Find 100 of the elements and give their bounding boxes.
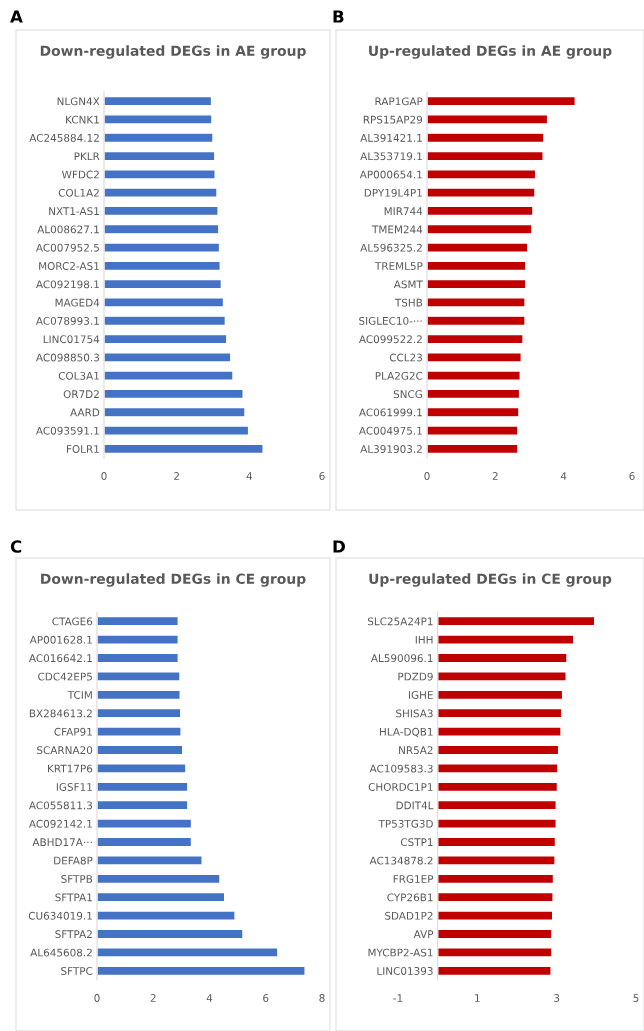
x-tick-label: 2 [150,994,156,1002]
y-tick-label: AC093591.1 [35,426,99,435]
y-tick-label: SFTPC [61,967,93,975]
bar [104,297,225,308]
y-tick-label: AC134878.2 [369,856,433,865]
y-tick-label: AL391903.2 [360,445,422,453]
bar [436,947,553,958]
x-tick-label: 5 [633,994,639,1002]
bar [427,278,527,290]
bar [97,634,179,645]
chart-title: Down-regulated DEGs in CE group [41,573,306,587]
y-tick-label: NR5A2 [399,746,433,755]
bar [427,315,526,327]
y-tick-label: TMEM244 [372,225,423,234]
y-tick-label: LINC01393 [377,967,433,975]
bar [97,818,193,829]
bar [97,671,181,682]
y-tick-label: DDIT4L [396,801,434,810]
bar [436,634,575,645]
bar [104,205,219,217]
bar [104,370,234,381]
bar [97,855,203,866]
bar [436,836,557,848]
bar [436,652,568,664]
bar [427,95,576,107]
y-tick-label: AC245884.12 [29,133,99,142]
bar [427,370,521,381]
bar [436,744,560,756]
bar [436,873,555,885]
y-tick-label: AC109583.3 [369,764,433,773]
y-tick-label: PKLR [74,152,100,161]
bar [97,707,182,719]
y-tick-label: AC092198.1 [35,280,99,289]
y-tick-label: OR7D2 [63,390,99,399]
bar [97,873,221,885]
bar [436,891,554,903]
y-tick-label: CCL23 [389,353,422,362]
bar [97,689,181,701]
y-tick-label: CTAGE6 [52,617,93,626]
y-tick-label: AL391421.1 [360,133,422,142]
x-tick-label: -1 [393,994,403,1002]
y-tick-label: BX284613.2 [29,709,92,718]
bar [97,836,193,848]
x-tick-label: 2 [174,472,179,480]
bar [427,242,529,253]
bar [436,799,557,811]
bar [436,615,596,627]
y-tick-label: AC004975.1 [358,426,422,435]
bar [97,652,179,664]
y-tick-label: ABHD17A··· [32,838,92,846]
bar [436,965,552,977]
y-tick-label: LINC01754 [43,335,100,344]
y-tick-label: SDAD1P2 [385,911,433,920]
y-tick-label: COL3A1 [58,371,99,380]
y-tick-label: AVP [413,930,434,938]
bar [427,114,549,125]
x-tick-label: 3 [554,994,560,1002]
bar [104,333,228,345]
bar [436,671,567,682]
y-tick-label: TREML5P [374,262,423,270]
bar [104,169,216,180]
y-tick-label: MORC2-AS1 [39,262,99,270]
bar [427,187,536,198]
y-tick-label: TP53TG3D [378,819,433,828]
text: D [333,540,345,553]
bar [104,406,246,418]
bar [427,388,521,400]
bar [104,388,244,400]
x-tick-label: 6 [629,472,635,480]
y-tick-label: MYCBP2-AS1 [368,948,433,957]
bar [97,781,189,793]
bar [104,187,218,198]
y-tick-label: SFTPA2 [55,930,92,939]
y-tick-label: AP001628.1 [29,635,92,644]
bar [427,150,544,162]
y-tick-label: AC061999.1 [358,408,422,417]
y-tick-label: SHISA3 [396,709,433,718]
y-tick-label: SLC25A24P1 [367,617,433,626]
y-tick-label: IHH [415,635,433,644]
bar [427,443,519,455]
y-tick-label: IGSF11 [56,783,92,791]
bar [97,910,236,921]
bar [427,406,520,418]
bar [427,297,526,308]
y-tick-label: AC055811.3 [28,801,92,810]
bar [427,132,545,144]
bar [104,223,220,235]
y-tick-label: AARD [70,408,100,417]
y-tick-label: SFTPB [61,875,93,883]
y-tick-label: AL596325.2 [360,243,422,252]
y-tick-label: NLGN4X [57,97,100,106]
chart-title: Up-regulated DEGs in CE group [369,573,612,587]
bar [97,744,184,756]
bar [427,260,527,272]
x-tick-label: 1 [475,994,480,1002]
x-tick-label: 0 [101,472,107,480]
y-tick-label: FRG1EP [393,875,434,883]
x-tick-label: 6 [319,472,325,480]
y-tick-label: DEFA8P [54,856,93,865]
bar [436,726,562,737]
